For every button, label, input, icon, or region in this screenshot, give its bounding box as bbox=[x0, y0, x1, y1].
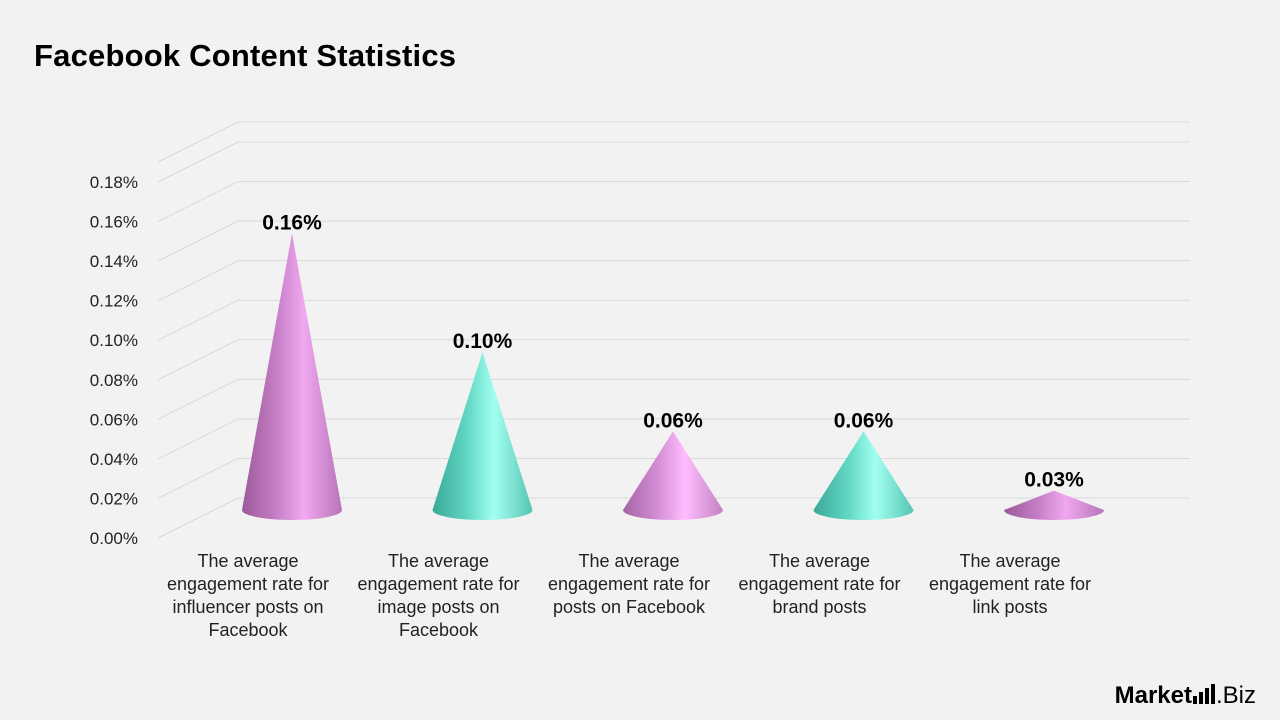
y-tick-label: 0.14% bbox=[90, 252, 138, 271]
cone-bar bbox=[813, 431, 914, 520]
cone-bar bbox=[623, 431, 723, 520]
y-tick-label: 0.18% bbox=[90, 173, 138, 192]
gridline-diagonal bbox=[157, 141, 239, 183]
data-labels: 0.16% 0.10% 0.06% 0.06% 0.03% bbox=[262, 212, 1084, 492]
y-tick-label: 0.16% bbox=[90, 213, 138, 232]
gridline-diagonal bbox=[157, 418, 239, 460]
gridline-diagonal bbox=[157, 121, 239, 163]
y-tick-label: 0.04% bbox=[90, 450, 138, 469]
data-label: 0.16% bbox=[262, 212, 322, 235]
y-axis-ticks: 0.00% 0.02% 0.04% 0.06% 0.08% 0.10% 0.12% 0.14%… bbox=[90, 173, 138, 548]
logo-brand: Market bbox=[1114, 682, 1192, 709]
category-label: The average engagement rate for influenc… bbox=[166, 551, 330, 640]
category-label: The average engagement rate for link pos… bbox=[928, 551, 1092, 617]
y-tick-label: 0.02% bbox=[90, 489, 138, 508]
page-title: Facebook Content Statistics bbox=[34, 38, 457, 73]
y-tick-label: 0.10% bbox=[90, 331, 138, 350]
gridline-diagonal bbox=[157, 299, 239, 341]
category-label: The average engagement rate for posts on… bbox=[547, 551, 711, 617]
cone-body bbox=[432, 352, 533, 520]
gridline-diagonal bbox=[157, 378, 239, 420]
cone-bar bbox=[1004, 490, 1104, 520]
category-label: The average engagement rate for brand po… bbox=[738, 551, 901, 617]
y-tick-label: 0.00% bbox=[90, 529, 138, 548]
y-tick-label: 0.08% bbox=[90, 371, 138, 390]
cone-bar bbox=[242, 233, 342, 521]
y-tick-label: 0.12% bbox=[90, 292, 138, 311]
gridline-diagonal bbox=[157, 339, 239, 381]
data-label: 0.10% bbox=[453, 330, 513, 353]
cones bbox=[242, 233, 1104, 521]
gridline-diagonal bbox=[157, 497, 239, 539]
logo-bars-icon bbox=[1192, 684, 1215, 704]
cone-body bbox=[813, 431, 914, 520]
data-label: 0.06% bbox=[643, 409, 703, 432]
data-label: 0.03% bbox=[1024, 469, 1084, 492]
cone-body bbox=[1004, 490, 1104, 520]
data-label: 0.06% bbox=[834, 409, 894, 432]
cone-body bbox=[623, 431, 723, 520]
y-tick-label: 0.06% bbox=[90, 410, 138, 429]
logo-suffix: .Biz bbox=[1215, 682, 1256, 709]
cone-body bbox=[242, 233, 342, 521]
gridline-diagonal bbox=[157, 260, 239, 302]
brand-logo: Market .Biz bbox=[1115, 682, 1256, 710]
gridline-diagonal bbox=[157, 457, 239, 499]
category-label: The average engagement rate for image po… bbox=[357, 551, 520, 640]
gridline-diagonal bbox=[157, 220, 239, 262]
gridline-diagonal bbox=[157, 181, 239, 223]
cone-bar bbox=[432, 352, 533, 520]
